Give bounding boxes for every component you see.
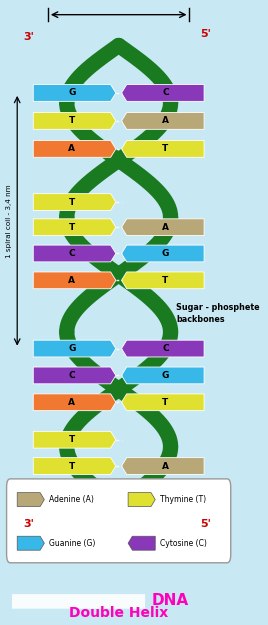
FancyBboxPatch shape bbox=[7, 479, 231, 562]
Text: T: T bbox=[69, 198, 75, 206]
Polygon shape bbox=[33, 141, 116, 158]
Text: A: A bbox=[68, 276, 76, 285]
Text: G: G bbox=[162, 371, 169, 380]
Polygon shape bbox=[121, 458, 204, 474]
Text: T: T bbox=[69, 116, 75, 126]
Polygon shape bbox=[121, 112, 204, 129]
Text: A: A bbox=[162, 116, 169, 126]
Text: C: C bbox=[69, 249, 75, 258]
Polygon shape bbox=[33, 112, 116, 129]
Text: T: T bbox=[162, 398, 169, 407]
Text: G: G bbox=[68, 89, 76, 98]
Text: C: C bbox=[69, 371, 75, 380]
Text: DNA: DNA bbox=[152, 592, 189, 608]
Polygon shape bbox=[121, 272, 204, 289]
Polygon shape bbox=[128, 492, 155, 507]
Polygon shape bbox=[17, 536, 44, 550]
Polygon shape bbox=[33, 394, 116, 411]
Text: C: C bbox=[162, 344, 169, 353]
Polygon shape bbox=[121, 245, 204, 262]
Polygon shape bbox=[121, 84, 204, 101]
Text: T: T bbox=[69, 435, 75, 444]
Polygon shape bbox=[33, 431, 116, 448]
Text: G: G bbox=[162, 249, 169, 258]
Polygon shape bbox=[33, 367, 116, 384]
Text: Adenine (A): Adenine (A) bbox=[49, 495, 94, 504]
Polygon shape bbox=[33, 458, 116, 474]
Text: T: T bbox=[162, 144, 169, 153]
Polygon shape bbox=[121, 141, 204, 158]
Text: A: A bbox=[68, 398, 76, 407]
Polygon shape bbox=[33, 194, 116, 211]
Polygon shape bbox=[33, 245, 116, 262]
Text: T: T bbox=[162, 276, 169, 285]
Text: Thymine (T): Thymine (T) bbox=[160, 495, 206, 504]
Text: T: T bbox=[69, 461, 75, 471]
Text: Cytosine (C): Cytosine (C) bbox=[160, 539, 207, 548]
FancyBboxPatch shape bbox=[12, 594, 145, 609]
Polygon shape bbox=[121, 340, 204, 357]
Polygon shape bbox=[121, 219, 204, 236]
Text: 1 spiral coil - 3,4 nm: 1 spiral coil - 3,4 nm bbox=[6, 184, 12, 258]
Polygon shape bbox=[33, 340, 116, 357]
Polygon shape bbox=[17, 492, 44, 507]
Text: 3': 3' bbox=[24, 519, 35, 529]
Polygon shape bbox=[33, 219, 116, 236]
Polygon shape bbox=[121, 367, 204, 384]
Text: A: A bbox=[68, 144, 76, 153]
Text: T: T bbox=[69, 222, 75, 232]
Text: 5': 5' bbox=[200, 29, 211, 39]
Polygon shape bbox=[128, 536, 155, 550]
Text: C: C bbox=[162, 89, 169, 98]
Text: A: A bbox=[162, 461, 169, 471]
Text: Guanine (G): Guanine (G) bbox=[49, 539, 95, 548]
Text: Double Helix: Double Helix bbox=[69, 606, 168, 620]
Text: 5': 5' bbox=[200, 519, 211, 529]
Polygon shape bbox=[33, 272, 116, 289]
Text: G: G bbox=[68, 344, 76, 353]
Text: 3': 3' bbox=[24, 32, 35, 42]
Polygon shape bbox=[121, 394, 204, 411]
Polygon shape bbox=[33, 84, 116, 101]
Text: Sugar - phosphete
backbones: Sugar - phosphete backbones bbox=[176, 304, 260, 324]
Text: A: A bbox=[162, 222, 169, 232]
